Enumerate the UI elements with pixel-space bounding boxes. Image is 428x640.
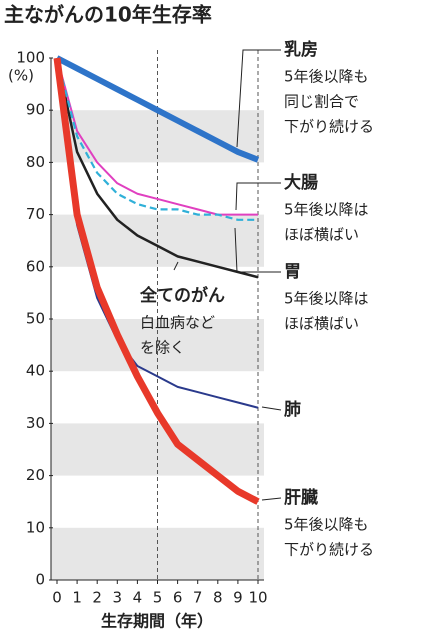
- y-tick-label: 70: [26, 205, 45, 223]
- annotation: 下がり続ける: [284, 118, 374, 136]
- y-tick-label: 30: [26, 414, 45, 432]
- x-tick-label: 9: [233, 589, 243, 607]
- x-tick-label: 8: [213, 589, 223, 607]
- annotation: ほぼ横ばい: [284, 226, 359, 244]
- x-tick-label: 0: [52, 589, 62, 607]
- x-axis-label: 生存期間（年）: [101, 612, 213, 631]
- y-tick-label: 20: [26, 466, 45, 484]
- x-tick-label: 4: [133, 589, 143, 607]
- annotation: 下がり続ける: [284, 541, 374, 559]
- annotation: 同じ割合で: [284, 93, 359, 111]
- series-label: 大腸: [284, 172, 318, 193]
- y-tick-label: 0: [35, 571, 45, 589]
- x-tick-label: 6: [173, 589, 183, 607]
- y-tick-label: 90: [26, 101, 45, 119]
- series-line: [55, 55, 260, 163]
- series-label: 乳房: [284, 39, 318, 60]
- chart-title: 主ながんの10年生存率: [4, 3, 212, 27]
- leader-line: [236, 49, 281, 148]
- annotation: ほぼ横ばい: [284, 315, 359, 333]
- annotation: を除く: [140, 339, 185, 357]
- series-label: 全てのがん: [139, 285, 225, 306]
- y-tick-label: 10: [26, 518, 45, 536]
- annotation: 5年後以降も: [284, 68, 369, 86]
- y-tick-label: 60: [26, 257, 45, 275]
- x-tick-label: 10: [248, 589, 267, 607]
- x-tick-label: 2: [92, 589, 102, 607]
- y-tick-label: 50: [26, 310, 45, 328]
- x-tick-label: 3: [113, 589, 123, 607]
- x-tick-label: 1: [72, 589, 82, 607]
- annotation: 5年後以降は: [284, 201, 369, 219]
- annotation: 5年後以降は: [284, 290, 369, 308]
- series-line: [56, 57, 258, 216]
- leader-line: [173, 261, 179, 271]
- series-label: 肺: [284, 400, 301, 420]
- x-tick-label: 7: [193, 589, 203, 607]
- leader-line: [235, 182, 281, 211]
- annotation: 5年後以降も: [284, 516, 369, 534]
- leader-line: [261, 497, 282, 501]
- y-unit: (%): [8, 67, 34, 85]
- y-tick-label: 80: [26, 153, 45, 171]
- x-tick-label: 5: [153, 589, 163, 607]
- series-label: 胃: [284, 262, 301, 282]
- series-line: [55, 57, 259, 279]
- annotation: 白血病など: [140, 314, 215, 332]
- y-tick-label: 100: [16, 49, 45, 67]
- series-label: 肝臓: [284, 488, 318, 508]
- y-tick-label: 40: [26, 362, 45, 380]
- leader-line: [261, 406, 282, 411]
- series-line: [53, 57, 260, 505]
- leader-line: [234, 227, 281, 273]
